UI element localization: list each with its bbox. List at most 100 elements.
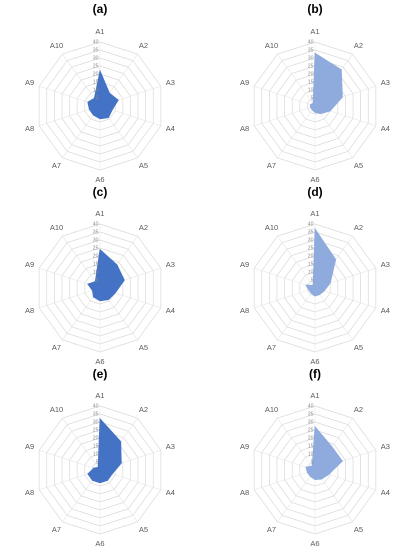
axis-label-e-A8: A8 — [25, 488, 34, 497]
spoke-f-A10 — [277, 418, 316, 471]
spoke-f-A9 — [254, 449, 316, 471]
tick-label-f-20: 20 — [308, 435, 314, 441]
axis-label-d-A6: A6 — [310, 357, 319, 365]
tick-label-a-20: 20 — [93, 71, 99, 77]
tick-label-c-30: 30 — [93, 237, 99, 243]
tick-label-d-40: 40 — [308, 221, 314, 227]
tick-label-b-40: 40 — [308, 39, 314, 45]
axis-label-c-A4: A4 — [166, 306, 175, 315]
tick-label-a-10: 10 — [93, 87, 99, 93]
tick-label-e-35: 35 — [93, 411, 99, 417]
axis-label-f-A5: A5 — [354, 525, 363, 534]
axis-label-c-A1: A1 — [95, 209, 104, 218]
tick-label-a-15: 15 — [93, 79, 99, 85]
tick-label-a-40: 40 — [93, 39, 99, 45]
axis-label-a-A2: A2 — [139, 41, 148, 50]
tick-label-e-25: 25 — [93, 427, 99, 433]
axis-label-c-A10: A10 — [50, 223, 63, 232]
spoke-f-A7 — [277, 469, 316, 522]
radar-chart-a: 5 10 15 20 25 30 35 40 A1 A2 A3 A4 A5 A6 A7 A8 A9 A10 — [25, 27, 175, 183]
tick-label-b-10: 10 — [308, 87, 314, 93]
axis-label-a-A10: A10 — [50, 41, 63, 50]
axis-label-b-A3: A3 — [381, 78, 390, 87]
axis-label-c-A8: A8 — [25, 306, 34, 315]
tick-label-a-25: 25 — [93, 63, 99, 69]
axis-label-c-A9: A9 — [25, 260, 34, 269]
axis-label-f-A2: A2 — [354, 405, 363, 414]
tick-label-a-5: 5 — [96, 95, 99, 101]
tick-label-b-5: 5 — [311, 95, 314, 101]
axis-label-d-A10: A10 — [265, 223, 278, 232]
axis-label-f-A3: A3 — [381, 442, 390, 451]
tick-label-c-15: 15 — [93, 261, 99, 267]
data-area-f — [305, 425, 343, 481]
tick-label-b-35: 35 — [308, 47, 314, 53]
spoke-f-A8 — [254, 469, 316, 491]
tick-label-d-25: 25 — [308, 245, 314, 251]
spoke-b-A7 — [277, 105, 316, 158]
axis-label-e-A3: A3 — [166, 442, 175, 451]
axis-label-b-A5: A5 — [354, 161, 363, 170]
tick-label-f-35: 35 — [308, 411, 314, 417]
spoke-b-A9 — [254, 85, 316, 107]
tick-label-f-40: 40 — [308, 403, 314, 409]
tick-label-d-5: 5 — [311, 277, 314, 283]
axis-label-b-A6: A6 — [310, 175, 319, 183]
tick-label-e-20: 20 — [93, 435, 99, 441]
radar-chart-b: 5 10 15 20 25 30 35 40 A1 A2 A3 A4 A5 A6 A7 A8 A9 A10 — [240, 27, 390, 183]
panel-label-b: (b) — [307, 2, 323, 16]
spoke-d-A5 — [314, 287, 353, 340]
tick-label-e-10: 10 — [93, 451, 99, 457]
panel-label-e: (e) — [92, 367, 108, 381]
axis-label-e-A1: A1 — [95, 391, 104, 400]
tick-label-d-30: 30 — [308, 237, 314, 243]
tick-label-c-5: 5 — [96, 277, 99, 283]
spoke-e-A10 — [62, 418, 101, 471]
panel-label-f: (f) — [309, 367, 321, 381]
axis-label-d-A3: A3 — [381, 260, 390, 269]
radar-panel-a: 5 10 15 20 25 30 35 40 A1 A2 A3 A4 A5 A6 A7 A8 A9 A10 — [20, 18, 180, 183]
panel-label-a: (a) — [92, 2, 108, 16]
axis-label-d-A8: A8 — [240, 306, 249, 315]
tick-label-e-15: 15 — [93, 443, 99, 449]
tick-label-e-30: 30 — [93, 419, 99, 425]
data-area-d — [305, 227, 337, 297]
tick-label-b-15: 15 — [308, 79, 314, 85]
axis-label-a-A7: A7 — [52, 161, 61, 170]
axis-label-b-A8: A8 — [240, 124, 249, 133]
tick-label-e-5: 5 — [96, 459, 99, 465]
axis-label-d-A9: A9 — [240, 260, 249, 269]
tick-label-d-20: 20 — [308, 253, 314, 259]
axis-label-e-A6: A6 — [95, 539, 104, 547]
tick-label-a-35: 35 — [93, 47, 99, 53]
tick-label-c-25: 25 — [93, 245, 99, 251]
tick-label-c-20: 20 — [93, 253, 99, 259]
tick-label-f-10: 10 — [308, 451, 314, 457]
axis-label-d-A5: A5 — [354, 343, 363, 352]
tick-label-f-25: 25 — [308, 427, 314, 433]
axis-label-b-A9: A9 — [240, 78, 249, 87]
spoke-d-A7 — [277, 287, 316, 340]
axis-label-e-A4: A4 — [166, 488, 175, 497]
axis-label-f-A6: A6 — [310, 539, 319, 547]
radar-chart-e: 5 10 15 20 25 30 35 40 A1 A2 A3 A4 A5 A6 A7 A8 A9 A10 — [25, 391, 175, 547]
axis-label-b-A1: A1 — [310, 27, 319, 36]
axis-label-b-A10: A10 — [265, 41, 278, 50]
tick-label-d-10: 10 — [308, 269, 314, 275]
spoke-d-A4 — [314, 287, 376, 309]
axis-label-f-A10: A10 — [265, 405, 278, 414]
tick-label-d-35: 35 — [308, 229, 314, 235]
axis-label-b-A2: A2 — [354, 41, 363, 50]
tick-label-c-35: 35 — [93, 229, 99, 235]
axis-label-e-A7: A7 — [52, 525, 61, 534]
axis-label-d-A1: A1 — [310, 209, 319, 218]
data-area-b — [310, 52, 343, 115]
axis-label-a-A3: A3 — [166, 78, 175, 87]
radar-panel-c: 5 10 15 20 25 30 35 40 A1 A2 A3 A4 A5 A6 A7 A8 A9 A10 — [20, 200, 180, 365]
radar-chart-c: 5 10 15 20 25 30 35 40 A1 A2 A3 A4 A5 A6 A7 A8 A9 A10 — [25, 209, 175, 365]
axis-label-e-A10: A10 — [50, 405, 63, 414]
axis-label-b-A4: A4 — [381, 124, 390, 133]
axis-label-a-A1: A1 — [95, 27, 104, 36]
spoke-b-A10 — [277, 54, 316, 107]
